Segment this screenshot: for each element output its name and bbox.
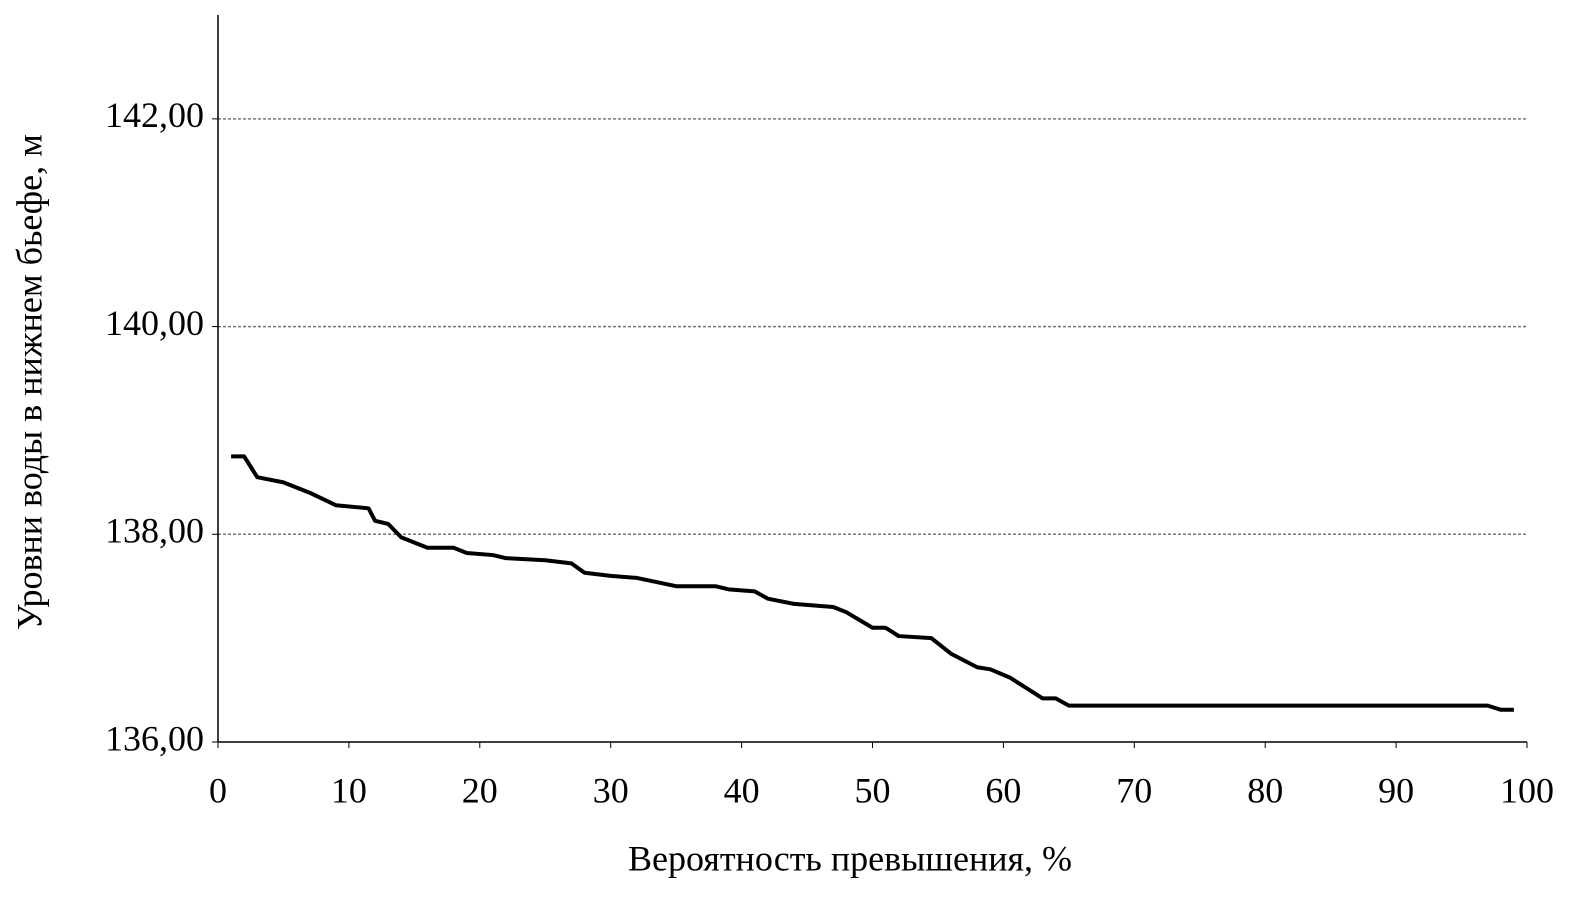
y-tick-label: 136,00 — [105, 718, 204, 758]
x-tick-label: 40 — [724, 770, 760, 810]
x-tick-label: 90 — [1378, 770, 1414, 810]
x-tick-label: 30 — [593, 770, 629, 810]
y-tick-label: 142,00 — [105, 95, 204, 135]
x-tick-label: 80 — [1247, 770, 1283, 810]
data-line — [231, 454, 1514, 712]
y-tick-label: 140,00 — [105, 303, 204, 343]
x-tick-label: 60 — [985, 770, 1021, 810]
x-tick-label: 70 — [1116, 770, 1152, 810]
x-tick-label: 10 — [331, 770, 367, 810]
x-tick-label: 50 — [855, 770, 891, 810]
y-tick-label: 138,00 — [105, 511, 204, 551]
y-axis-label: Уровни воды в нижнем бьефе, м — [9, 134, 49, 630]
x-axis-label: Вероятность превышения, % — [628, 838, 1072, 878]
x-tick-label: 20 — [462, 770, 498, 810]
x-tick-label: 100 — [1500, 770, 1554, 810]
x-tick-label: 0 — [209, 770, 227, 810]
